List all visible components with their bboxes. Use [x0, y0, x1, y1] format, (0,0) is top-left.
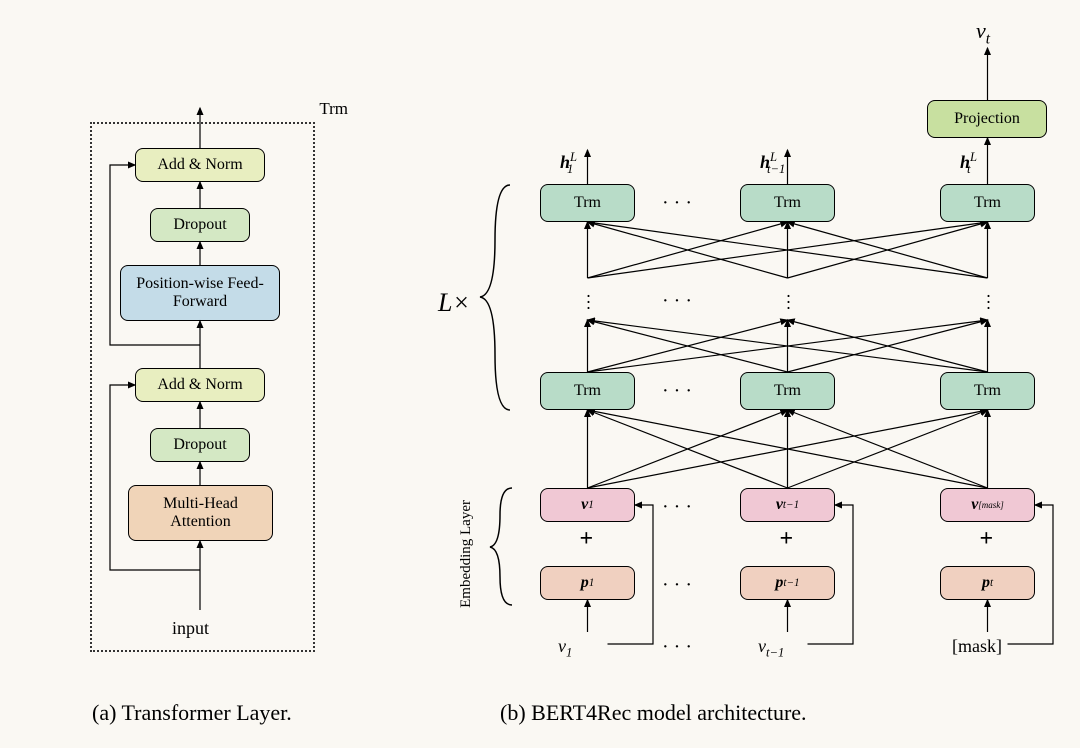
dropout-block-2: Dropout [150, 428, 250, 462]
vertical-ellipsis-icon: ··· [786, 293, 792, 311]
trm-corner-label: Trm [319, 99, 348, 119]
l-times-label: L× [438, 288, 470, 318]
h-output-label: hLt [960, 150, 971, 177]
trm-block: Trm [940, 184, 1035, 222]
feed-forward-block: Position-wise Feed-Forward [120, 265, 280, 321]
bert4rec-architecture-diagram: vt Projection hL1 hLt−1 hLt Trm Trm Trm Trm Trm… [380, 0, 1080, 748]
trm-block: Trm [740, 184, 835, 222]
plus-icon: + [580, 526, 594, 553]
input-label: input [172, 618, 209, 639]
position-embedding-block: pt−1 [740, 566, 835, 600]
position-embedding-block: pt [940, 566, 1035, 600]
embedding-layer-label: Embedding Layer [458, 500, 475, 608]
item-embedding-block: v1 [540, 488, 635, 522]
trm-block: Trm [740, 372, 835, 410]
caption-a: (a) Transformer Layer. [92, 700, 292, 726]
l-brace-icon [470, 180, 520, 415]
projection-block: Projection [927, 100, 1047, 138]
ellipsis-icon: · · · [662, 496, 692, 519]
input-token-label: [mask] [952, 636, 1002, 657]
item-embedding-block: v[mask] [940, 488, 1035, 522]
trm-block: Trm [940, 372, 1035, 410]
ellipsis-icon: · · · [662, 380, 692, 403]
caption-b: (b) BERT4Rec model architecture. [500, 700, 807, 726]
h-output-label: hLt−1 [760, 150, 785, 177]
h-output-label: hL1 [560, 150, 573, 177]
item-embedding-block: vt−1 [740, 488, 835, 522]
trm-block: Trm [540, 372, 635, 410]
emb-brace-icon [480, 485, 520, 610]
trm-block: Trm [540, 184, 635, 222]
vertical-ellipsis-icon: ··· [986, 293, 992, 311]
transformer-layer-diagram: Trm Add & Norm Dropout Position-wise Fee… [0, 0, 380, 748]
ellipsis-icon: · · · [662, 636, 692, 659]
input-token-label: v1 [558, 636, 572, 661]
ellipsis-icon: · · · [662, 192, 692, 215]
ellipsis-icon: · · · [662, 574, 692, 597]
multi-head-attention-block: Multi-Head Attention [128, 485, 273, 541]
add-norm-block-2: Add & Norm [135, 368, 265, 402]
position-embedding-block: p1 [540, 566, 635, 600]
add-norm-block-1: Add & Norm [135, 148, 265, 182]
plus-icon: + [780, 526, 794, 553]
ellipsis-icon: · · · [662, 290, 692, 313]
plus-icon: + [980, 526, 994, 553]
input-token-label: vt−1 [758, 636, 784, 661]
vertical-ellipsis-icon: ··· [586, 293, 592, 311]
dropout-block-1: Dropout [150, 208, 250, 242]
output-vt-label: vt [976, 18, 990, 48]
